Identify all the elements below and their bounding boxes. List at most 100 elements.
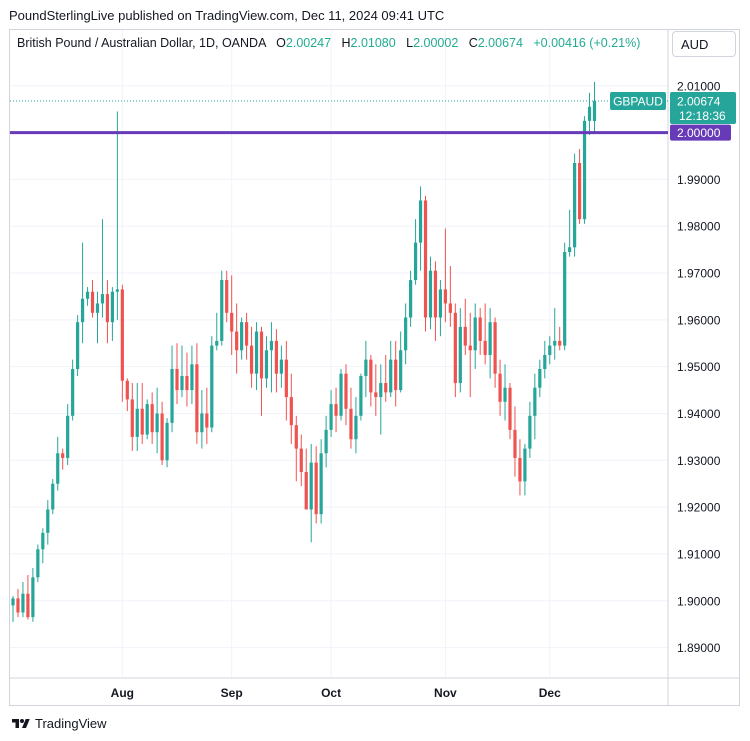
candle-body [51,483,55,510]
candle-body [90,291,95,313]
y-tick-label: 1.94000 [677,407,721,421]
candle-body [220,280,224,341]
candle-body [413,242,418,281]
candle-body [230,312,234,332]
candle-body [100,294,105,304]
candle-body [433,270,438,318]
level-price-value: 2.00000 [677,126,721,140]
symbol-legend: British Pound / Australian Dollar, 1D, O… [17,36,640,50]
y-tick-label: 1.91000 [677,547,721,561]
candle-body [145,404,149,435]
candle-body [423,200,428,318]
candle-body [463,326,467,346]
candle-body [553,340,557,346]
candle-body [200,413,204,433]
candle-body [548,345,552,355]
candle-body [240,322,244,351]
candle-body [225,280,229,313]
candle-body [150,404,154,433]
candle-body [155,413,159,433]
candle-body [304,472,308,510]
candle-body [582,120,587,220]
candle-body [324,429,328,454]
candle-body [473,317,477,351]
footer-brand[interactable]: TradingView [11,716,107,731]
candle-body [573,163,577,248]
candle-body [66,415,70,458]
symbol-badge-label: GBPAUD [613,95,663,109]
open-label: O [276,36,286,50]
candle-body [76,322,80,369]
candle-body [115,289,119,292]
candle-body [284,359,288,398]
candle-body [259,331,264,379]
candle-body [11,598,15,606]
candle-body [185,376,189,391]
candle-body [488,322,492,355]
candle-body [438,289,443,318]
candle-body [195,364,199,433]
candle-body [21,593,25,613]
candle-body [274,340,279,374]
publisher-line: PoundSterlingLive published on TradingVi… [9,8,445,23]
candle-body [329,404,333,430]
candle-body [80,298,85,323]
candle-body [135,408,139,437]
candle-body [369,359,373,393]
candle-body [513,429,517,458]
candle-body [428,270,433,318]
candle-body [279,359,283,374]
x-tick-label: Dec [539,686,561,700]
last-price-value: 2.00674 [677,95,721,109]
candle-body [46,509,50,533]
candle-body [468,345,472,351]
y-tick-label: 1.90000 [677,594,721,608]
candle-body [528,415,532,449]
candle-body [538,369,542,388]
open-value: 2.00247 [285,36,332,50]
x-tick-label: Aug [111,686,134,700]
candle-body [254,331,259,374]
candle-body [508,387,512,430]
candle-body [130,399,134,437]
y-tick-label: 1.98000 [677,220,721,234]
candle-body [299,448,303,472]
candle-body [205,413,209,428]
candle-body [180,376,184,391]
candle-body [533,387,537,416]
candle-body [210,345,214,428]
x-tick-label: Nov [434,686,457,700]
currency-button[interactable]: AUD [672,31,736,57]
candle-body [374,392,378,398]
symbol-title: British Pound / Australian Dollar, 1D, O… [17,36,266,50]
y-tick-label: 1.95000 [677,360,721,374]
change-value: +0.00416 (+0.21%) [533,36,641,50]
candle-body [394,359,398,391]
candle-body [518,457,522,482]
candle-body [61,453,65,458]
candle-body [568,247,572,252]
y-tick-label: 1.93000 [677,454,721,468]
candle-body [120,289,124,381]
bar-countdown: 12:18:36 [679,109,726,123]
candle-body [339,373,343,416]
candle-body [160,413,164,461]
candle-body [289,397,293,426]
candle-body [170,369,174,423]
last-price-tag [670,92,736,125]
candle-body [334,404,338,416]
candle-body [16,598,20,613]
candle-body [190,364,194,391]
candle-body [409,280,413,318]
candle-body [269,340,274,351]
candle-body [577,163,582,220]
candle-body [453,312,457,384]
candle-body [503,387,507,402]
candle-body [543,354,547,369]
level-price-tag [670,124,731,141]
candle-body [105,294,110,323]
candle-body [592,101,597,122]
candle-body [563,251,567,346]
candle-body [448,303,452,313]
